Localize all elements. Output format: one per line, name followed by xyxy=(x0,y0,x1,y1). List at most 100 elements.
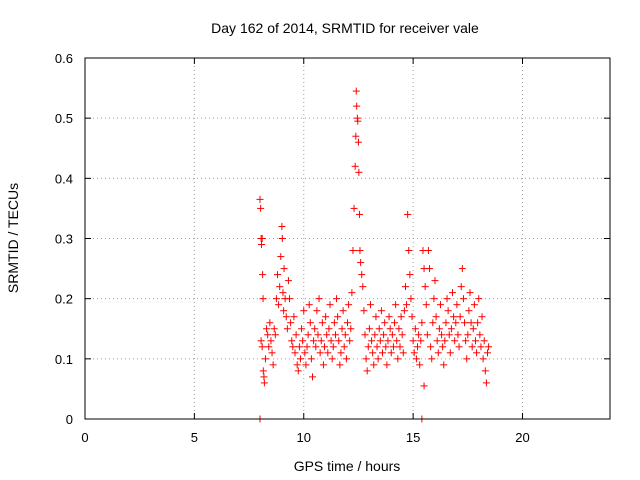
data-point xyxy=(291,349,299,357)
data-point xyxy=(352,87,360,95)
data-point xyxy=(304,331,312,339)
data-point xyxy=(271,331,279,339)
data-point xyxy=(364,343,372,351)
data-point xyxy=(412,355,420,363)
data-point xyxy=(406,271,414,279)
data-point xyxy=(436,301,444,309)
data-point xyxy=(276,283,284,291)
data-point xyxy=(426,265,434,273)
data-point xyxy=(290,313,298,321)
data-point xyxy=(335,337,343,345)
data-point xyxy=(446,349,454,357)
data-points xyxy=(256,87,493,423)
data-point xyxy=(296,355,304,363)
data-point xyxy=(327,337,335,345)
data-point xyxy=(279,289,287,297)
data-point xyxy=(336,361,344,369)
data-point xyxy=(277,253,285,261)
data-point xyxy=(461,319,469,327)
data-point xyxy=(421,283,429,291)
data-point xyxy=(275,301,283,309)
data-point xyxy=(334,313,342,321)
data-point xyxy=(457,283,465,291)
data-point xyxy=(318,319,326,327)
data-point xyxy=(355,168,363,176)
data-point xyxy=(435,325,443,333)
data-point xyxy=(475,295,483,303)
data-point xyxy=(315,295,323,303)
data-point xyxy=(266,319,274,327)
data-point xyxy=(258,343,266,351)
data-point xyxy=(370,361,378,369)
data-point xyxy=(288,337,296,345)
data-point xyxy=(468,343,476,351)
data-point xyxy=(415,331,423,339)
data-point xyxy=(340,343,348,351)
y-tick-label: 0.3 xyxy=(55,232,73,247)
x-axis-ticks: 0 5 10 15 20 xyxy=(81,58,530,445)
data-point xyxy=(445,331,453,339)
data-point xyxy=(444,307,452,315)
data-point xyxy=(260,373,268,381)
data-point xyxy=(260,379,268,387)
data-point xyxy=(321,343,329,351)
data-point xyxy=(474,319,482,327)
data-point xyxy=(453,301,461,309)
data-point xyxy=(263,325,271,333)
data-point xyxy=(347,325,355,333)
data-point xyxy=(470,301,478,309)
data-point xyxy=(452,319,460,327)
data-point xyxy=(311,325,319,333)
data-point xyxy=(403,301,411,309)
data-point xyxy=(278,235,286,242)
data-point xyxy=(369,349,377,357)
data-point xyxy=(356,247,364,255)
data-point xyxy=(467,319,475,327)
data-point xyxy=(479,355,487,363)
data-point xyxy=(341,331,349,339)
data-point xyxy=(360,307,368,315)
data-point xyxy=(473,349,481,357)
y-axis-ticks: 0 0.1 0.2 0.3 0.4 0.5 0.6 xyxy=(55,51,610,427)
data-point xyxy=(354,138,362,146)
data-point xyxy=(411,325,419,333)
x-tick-label: 15 xyxy=(406,430,420,445)
data-point xyxy=(451,337,459,345)
data-point xyxy=(399,349,407,357)
data-point xyxy=(386,325,394,333)
data-point xyxy=(363,367,371,375)
data-point xyxy=(396,343,404,351)
data-point xyxy=(272,295,280,303)
data-point xyxy=(257,337,265,345)
data-point xyxy=(333,295,341,303)
data-point xyxy=(485,343,493,351)
data-point xyxy=(329,343,337,351)
data-point xyxy=(394,355,402,363)
y-tick-label: 0 xyxy=(66,412,73,427)
data-point xyxy=(301,349,309,357)
data-point xyxy=(455,343,463,351)
data-point xyxy=(259,367,267,375)
data-point xyxy=(410,349,418,357)
data-point xyxy=(462,337,470,345)
data-point xyxy=(454,331,462,339)
data-point xyxy=(401,283,409,291)
data-point xyxy=(300,307,308,315)
data-point xyxy=(270,325,278,333)
data-point xyxy=(350,204,358,212)
data-point xyxy=(326,301,334,309)
x-tick-label: 10 xyxy=(297,430,311,445)
data-point xyxy=(313,307,321,315)
data-point xyxy=(430,295,438,303)
x-tick-label: 0 xyxy=(81,430,88,445)
data-point xyxy=(298,325,306,333)
data-point xyxy=(339,307,347,315)
data-point xyxy=(429,319,437,327)
data-point xyxy=(303,343,311,351)
data-point xyxy=(306,319,314,327)
data-point xyxy=(365,325,373,333)
data-point xyxy=(280,307,288,315)
data-point xyxy=(258,235,266,242)
data-point xyxy=(299,337,307,345)
